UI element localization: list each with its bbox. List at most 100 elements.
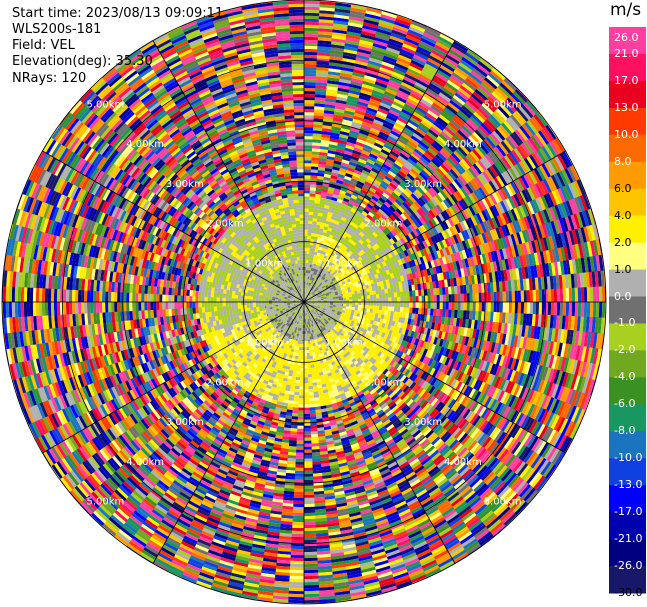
- velocity-cell: [319, 332, 323, 336]
- velocity-cell: [382, 368, 387, 373]
- velocity-cell: [246, 295, 250, 300]
- velocity-cell: [369, 319, 374, 325]
- velocity-cell: [315, 309, 319, 312]
- velocity-cell: [374, 248, 380, 255]
- velocity-cell: [321, 320, 325, 324]
- velocity-cell: [308, 270, 311, 274]
- velocity-cell: [370, 302, 374, 306]
- velocity-cell: [297, 308, 300, 311]
- velocity-cell: [320, 302, 324, 305]
- velocity-cell: [316, 284, 320, 288]
- velocity-cell: [300, 365, 304, 369]
- velocity-cell: [291, 306, 295, 309]
- velocity-cell: [314, 203, 320, 207]
- velocity-cell: [322, 326, 327, 331]
- velocity-cell: [313, 322, 316, 326]
- velocity-cell: [294, 287, 297, 291]
- velocity-cell: [385, 302, 389, 307]
- velocity-cell: [340, 326, 345, 331]
- velocity-cell: [311, 148, 321, 152]
- velocity-cell: [293, 263, 297, 266]
- velocity-cell: [314, 200, 321, 204]
- velocity-cell: [388, 320, 393, 326]
- velocity-cell: [349, 304, 353, 308]
- velocity-cell: [282, 292, 286, 295]
- velocity-cell: [296, 293, 299, 296]
- velocity-cell: [304, 247, 307, 251]
- velocity-cell: [324, 274, 328, 279]
- velocity-cell: [329, 307, 333, 310]
- velocity-cell: [318, 285, 322, 289]
- velocity-cell: [266, 313, 269, 317]
- velocity-cell: [296, 336, 299, 340]
- velocity-cell: [273, 322, 277, 326]
- velocity-cell: [345, 205, 353, 211]
- velocity-cell: [338, 303, 342, 307]
- velocity-cell: [264, 299, 266, 302]
- velocity-cell: [282, 315, 287, 319]
- velocity-cell: [325, 286, 330, 289]
- velocity-cell: [291, 331, 295, 336]
- velocity-cell: [334, 325, 339, 329]
- velocity-cell: [311, 277, 314, 281]
- velocity-cell: [308, 254, 312, 258]
- velocity-cell: [276, 310, 280, 313]
- velocity-cell: [294, 329, 297, 333]
- velocity-cell: [302, 290, 304, 294]
- velocity-cell: [331, 309, 335, 312]
- velocity-cell: [368, 323, 373, 329]
- velocity-cell: [308, 292, 311, 296]
- velocity-cell: [322, 323, 326, 327]
- velocity-cell: [311, 264, 314, 269]
- velocity-cell: [301, 306, 303, 310]
- velocity-cell: [293, 338, 297, 341]
- velocity-cell: [329, 299, 333, 301]
- velocity-cell: [283, 311, 287, 314]
- velocity-cell: [281, 303, 285, 305]
- velocity-cell: [316, 334, 320, 338]
- velocity-cell: [374, 368, 381, 375]
- velocity-cell: [298, 250, 302, 254]
- velocity-cell: [305, 303, 308, 306]
- velocity-cell: [324, 236, 329, 241]
- velocity-cell: [369, 247, 375, 253]
- velocity-cell: [315, 317, 319, 321]
- velocity-cell: [342, 306, 346, 309]
- velocity-cell: [369, 279, 374, 285]
- velocity-cell: [219, 293, 224, 298]
- velocity-cell: [285, 313, 289, 317]
- velocity-cell: [346, 233, 352, 239]
- velocity-cell: [323, 226, 329, 231]
- velocity-cell: [350, 236, 356, 242]
- velocity-cell: [390, 250, 396, 257]
- velocity-cell: [296, 293, 299, 297]
- velocity-cell: [298, 267, 301, 271]
- velocity-cell: [294, 291, 298, 294]
- velocity-cell: [283, 316, 287, 320]
- velocity-cell: [323, 306, 327, 308]
- velocity-cell: [307, 318, 310, 322]
- velocity-cell: [330, 324, 334, 328]
- velocity-cell: [357, 261, 363, 266]
- velocity-cell: [304, 263, 307, 267]
- velocity-cell: [303, 377, 309, 381]
- velocity-cell: [291, 376, 297, 380]
- velocity-cell: [311, 157, 320, 161]
- velocity-cell: [382, 255, 388, 262]
- velocity-cell: [376, 302, 380, 307]
- velocity-cell: [364, 318, 369, 323]
- velocity-cell: [335, 316, 339, 320]
- velocity-cell: [304, 148, 313, 152]
- velocity-cell: [321, 264, 326, 268]
- velocity-cell: [351, 207, 357, 211]
- velocity-cell: [304, 199, 310, 203]
- velocity-cell: [335, 294, 339, 297]
- velocity-cell: [346, 302, 350, 305]
- velocity-cell: [289, 283, 293, 287]
- velocity-cell: [296, 226, 301, 230]
- velocity-cell: [307, 305, 310, 308]
- velocity-cell: [306, 347, 309, 351]
- velocity-cell: [307, 276, 310, 280]
- velocity-cell: [292, 293, 296, 296]
- velocity-cell: [282, 314, 286, 318]
